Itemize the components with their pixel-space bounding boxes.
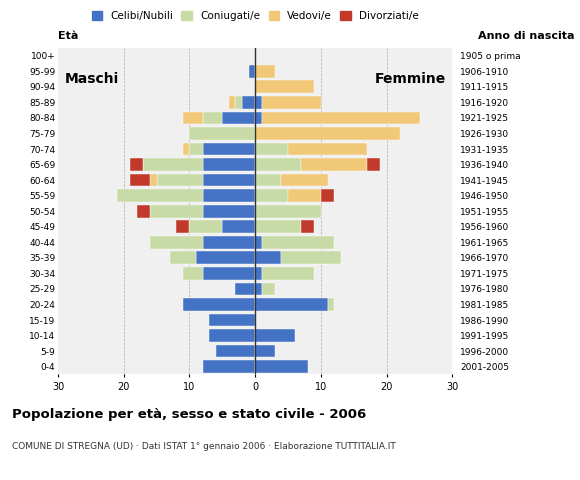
Bar bbox=[255, 205, 321, 217]
Bar bbox=[183, 111, 202, 124]
Bar bbox=[255, 329, 295, 342]
Bar bbox=[202, 158, 255, 171]
Bar bbox=[301, 158, 367, 171]
Bar bbox=[255, 189, 288, 202]
Bar bbox=[202, 189, 255, 202]
Bar bbox=[242, 96, 255, 109]
Bar bbox=[255, 267, 262, 280]
Bar bbox=[255, 158, 301, 171]
Text: Popolazione per età, sesso e stato civile - 2006: Popolazione per età, sesso e stato civil… bbox=[12, 408, 366, 421]
Bar bbox=[216, 345, 255, 358]
Bar bbox=[150, 174, 157, 187]
Bar bbox=[281, 174, 328, 187]
Bar bbox=[255, 127, 400, 140]
Bar bbox=[190, 220, 222, 233]
Bar bbox=[255, 298, 328, 311]
Bar bbox=[321, 189, 334, 202]
Bar bbox=[137, 205, 150, 217]
Bar bbox=[183, 143, 190, 156]
Bar bbox=[183, 298, 255, 311]
Bar bbox=[255, 283, 262, 295]
Bar bbox=[367, 158, 380, 171]
Bar bbox=[196, 252, 255, 264]
Bar bbox=[202, 205, 255, 217]
Legend: Celibi/Nubili, Coniugati/e, Vedovi/e, Divorziati/e: Celibi/Nubili, Coniugati/e, Vedovi/e, Di… bbox=[89, 9, 421, 24]
Bar bbox=[255, 360, 308, 373]
Bar bbox=[222, 220, 255, 233]
Bar bbox=[150, 236, 202, 249]
Bar bbox=[157, 174, 202, 187]
Bar bbox=[262, 96, 321, 109]
Bar bbox=[255, 252, 281, 264]
Bar bbox=[255, 345, 275, 358]
Bar bbox=[235, 96, 242, 109]
Bar bbox=[117, 189, 202, 202]
Bar bbox=[255, 143, 288, 156]
Bar bbox=[262, 111, 419, 124]
Bar bbox=[235, 283, 255, 295]
Bar bbox=[130, 174, 150, 187]
Bar bbox=[249, 65, 255, 78]
Bar bbox=[255, 81, 314, 93]
Bar bbox=[328, 298, 334, 311]
Bar bbox=[288, 143, 367, 156]
Bar bbox=[209, 313, 255, 326]
Text: Anno di nascita: Anno di nascita bbox=[478, 31, 574, 41]
Bar bbox=[202, 174, 255, 187]
Bar bbox=[222, 111, 255, 124]
Text: Maschi: Maschi bbox=[64, 72, 119, 86]
Bar bbox=[170, 252, 196, 264]
Bar bbox=[202, 236, 255, 249]
Bar bbox=[255, 65, 275, 78]
Bar bbox=[288, 189, 321, 202]
Bar bbox=[262, 236, 334, 249]
Bar bbox=[209, 329, 255, 342]
Bar bbox=[202, 111, 222, 124]
Bar bbox=[150, 205, 202, 217]
Bar bbox=[190, 127, 255, 140]
Text: Età: Età bbox=[58, 31, 78, 41]
Text: COMUNE DI STREGNA (UD) · Dati ISTAT 1° gennaio 2006 · Elaborazione TUTTITALIA.IT: COMUNE DI STREGNA (UD) · Dati ISTAT 1° g… bbox=[12, 442, 396, 451]
Bar bbox=[255, 220, 301, 233]
Bar bbox=[301, 220, 314, 233]
Bar bbox=[202, 360, 255, 373]
Text: Femmine: Femmine bbox=[375, 72, 446, 86]
Bar bbox=[255, 96, 262, 109]
Bar bbox=[262, 283, 275, 295]
Bar bbox=[202, 143, 255, 156]
Bar bbox=[229, 96, 235, 109]
Bar bbox=[130, 158, 143, 171]
Bar bbox=[202, 267, 255, 280]
Bar bbox=[255, 174, 281, 187]
Bar bbox=[176, 220, 190, 233]
Bar bbox=[262, 267, 314, 280]
Bar bbox=[255, 111, 262, 124]
Bar bbox=[143, 158, 202, 171]
Bar bbox=[190, 143, 202, 156]
Bar bbox=[281, 252, 340, 264]
Bar bbox=[183, 267, 202, 280]
Bar bbox=[255, 236, 262, 249]
